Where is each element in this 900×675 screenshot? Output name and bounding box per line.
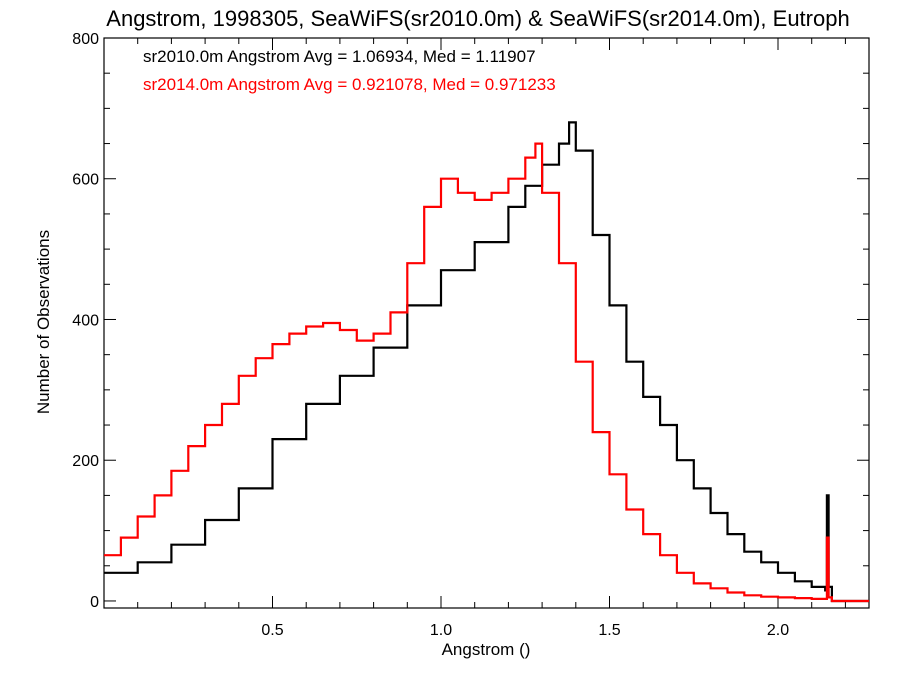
x-tick-label: 1.0 [430,622,452,639]
chart-title: Angstrom, 1998305, SeaWiFS(sr2010.0m) & … [106,6,849,31]
y-tick-label: 200 [72,453,99,470]
plot-frame [103,37,870,609]
histogram-series-1 [104,121,869,603]
y-tick-label: 600 [72,172,99,189]
stats-line-2: sr2014.0m Angstrom Avg = 0.921078, Med =… [143,75,556,94]
stats-annotations: sr2010.0m Angstrom Avg = 1.06934, Med = … [143,47,556,94]
y-tick-label: 800 [72,31,99,48]
y-tick-label: 0 [90,594,99,611]
x-tick-label: 0.5 [261,622,283,639]
x-tick-label: 2.0 [767,622,789,639]
x-tick-label: 1.5 [598,622,620,639]
y-axis-label: Number of Observations [34,230,53,414]
y-tick-label: 400 [72,312,99,329]
stats-line-1: sr2010.0m Angstrom Avg = 1.06934, Med = … [143,47,536,66]
axes-frame: 0.5 1.0 1.5 2.0 0 200 400 600 800 [72,31,870,639]
histogram-series-2 [104,142,869,603]
x-axis-label: Angstrom () [442,640,531,659]
series-layer [104,121,869,603]
